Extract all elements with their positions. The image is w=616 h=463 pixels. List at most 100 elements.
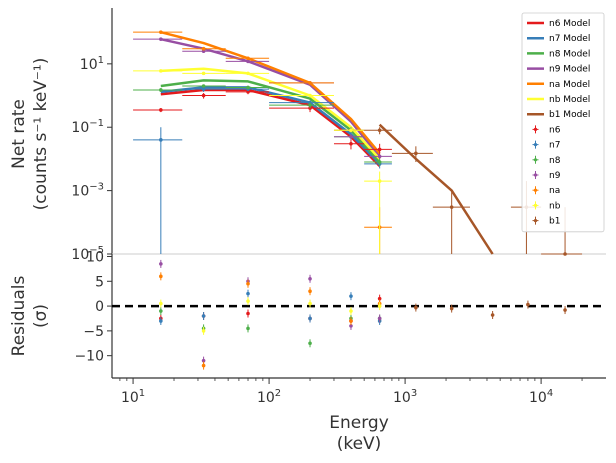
data-point-nb-0 xyxy=(159,69,163,73)
residual-point-n7-1 xyxy=(201,314,206,318)
residual-y-axis-unit: (σ) xyxy=(31,304,51,328)
top-y-tick-label-0-base: 10 xyxy=(80,57,98,73)
model-curve-n6-model xyxy=(160,88,381,167)
residual-y-tick-label-1: 5 xyxy=(95,274,104,290)
legend-label-na-model: na Model xyxy=(549,80,590,90)
residual-point-nb-3 xyxy=(308,301,312,306)
residual-point-na-4 xyxy=(349,319,353,323)
legend-label-n6: n6 xyxy=(549,125,561,135)
legend-marker-n6 xyxy=(533,127,538,131)
residual-point-n9-5 xyxy=(377,316,382,321)
residual-point-n7-0 xyxy=(159,319,163,323)
residual-y-tick-label-0: 10 xyxy=(86,249,104,265)
residual-point-b1-3 xyxy=(526,302,530,307)
legend-marker-n7 xyxy=(533,143,538,147)
model-curve-nb-model xyxy=(160,67,381,160)
residual-point-n9-4 xyxy=(349,324,353,328)
top-y-tick-label-3: 10−5 xyxy=(71,245,104,263)
data-point-b1-2 xyxy=(449,205,454,209)
energy-x-ticks: 101 102 103 104 xyxy=(119,378,583,406)
residual-point-na-1 xyxy=(201,363,206,368)
legend-label-n7: n7 xyxy=(549,141,560,151)
legend-label-n8: n8 xyxy=(549,156,561,166)
residual-series-nb xyxy=(159,297,382,335)
legend-label-b1-model: b1 Model xyxy=(549,110,590,120)
x-axis-unit: (keV) xyxy=(337,434,382,454)
model-curve-n8-model xyxy=(160,79,381,163)
residual-point-n7-4 xyxy=(349,294,353,298)
residual-point-n8-2 xyxy=(246,326,250,331)
residual-series-na xyxy=(159,272,382,370)
model-curve-n9-model xyxy=(160,37,381,158)
x-tick-label-0: 101 xyxy=(121,388,145,406)
residual-point-b1-2 xyxy=(490,313,495,317)
data-point-n7-1 xyxy=(201,87,206,91)
data-point-n8-0 xyxy=(159,88,163,92)
legend: n6 Model n7 Model n8 Model n9 Model na Model… xyxy=(521,12,605,233)
residual-point-nb-5 xyxy=(377,304,382,308)
legend-box xyxy=(521,12,605,233)
top-y-axis-unit: (counts s⁻¹ keV⁻¹) xyxy=(31,58,51,211)
data-point-nb-5 xyxy=(377,179,382,183)
legend-label-nb: nb xyxy=(549,201,561,211)
legend-label-na: na xyxy=(549,186,560,196)
residual-point-nb-0 xyxy=(159,301,163,306)
legend-label-n6-model: n6 Model xyxy=(549,19,590,29)
residual-y-tick-label-3: −5 xyxy=(83,324,104,340)
residual-point-n7-2 xyxy=(246,291,250,296)
x-tick-label-2-exp: 3 xyxy=(411,388,417,399)
x-tick-label-2-base: 10 xyxy=(393,390,411,406)
legend-label-n9-model: n9 Model xyxy=(549,65,590,75)
residual-point-n8-0 xyxy=(159,309,163,313)
data-point-n7-0 xyxy=(159,138,163,142)
top-y-tick-label-2-exp: −3 xyxy=(89,182,104,193)
legend-marker-nb xyxy=(533,203,538,207)
top-y-tick-label-1-base: 10 xyxy=(71,120,89,136)
legend-marker-b1 xyxy=(533,219,538,223)
residual-series-n8 xyxy=(159,307,382,348)
legend-marker-n9 xyxy=(533,173,538,177)
residual-point-n9-3 xyxy=(308,277,312,281)
data-point-b1-0 xyxy=(377,128,382,133)
data-point-n6-5 xyxy=(377,147,382,152)
data-series-n7 xyxy=(133,86,392,254)
data-point-b1-1 xyxy=(414,151,418,156)
top-y-tick-label-0: 101 xyxy=(80,55,104,73)
data-point-nb-2 xyxy=(246,71,250,76)
residual-point-n7-3 xyxy=(308,316,312,321)
data-point-b1-4 xyxy=(563,252,567,256)
legend-marker-na xyxy=(533,188,538,192)
x-tick-label-2: 103 xyxy=(393,388,417,406)
x-tick-label-3-exp: 4 xyxy=(547,388,553,399)
data-point-n6-0 xyxy=(159,108,163,112)
data-point-na-0 xyxy=(159,30,163,34)
data-point-nb-4 xyxy=(349,128,353,133)
data-points xyxy=(133,30,583,256)
top-y-tick-label-2: 10−3 xyxy=(71,182,104,200)
residual-point-nb-4 xyxy=(349,309,353,313)
x-tick-label-3-base: 10 xyxy=(529,390,547,406)
residual-points xyxy=(159,259,567,370)
data-point-n9-2 xyxy=(246,59,250,64)
data-point-nb-3 xyxy=(308,93,312,98)
top-y-tick-label-3-exp: −5 xyxy=(89,245,104,256)
residual-point-na-2 xyxy=(246,281,250,286)
data-point-na-1 xyxy=(201,46,206,51)
legend-label-b1: b1 xyxy=(549,217,560,227)
model-curves xyxy=(160,30,494,255)
legend-marker-n8 xyxy=(533,158,538,162)
data-point-n6-2 xyxy=(246,90,250,94)
top-y-axis-label: Net rate xyxy=(9,99,29,169)
residual-y-ticks: 10 5 0 −5 −10 xyxy=(74,249,112,365)
x-tick-label-1-exp: 2 xyxy=(275,388,281,399)
data-point-n8-2 xyxy=(246,85,250,90)
top-y-tick-label-1: 10−1 xyxy=(71,118,104,136)
residual-y-tick-label-4: −10 xyxy=(74,349,104,365)
residual-series-b1 xyxy=(414,300,567,320)
data-point-n6-1 xyxy=(201,93,206,98)
data-point-n8-3 xyxy=(308,103,312,107)
residual-point-na-3 xyxy=(308,289,312,294)
x-axis-label: Energy xyxy=(329,413,389,433)
